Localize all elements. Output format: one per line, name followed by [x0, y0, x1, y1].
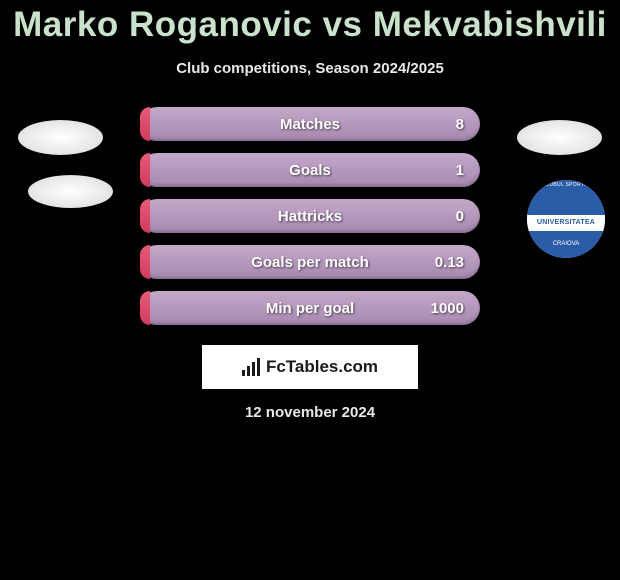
bar-track: Matches 8 — [140, 107, 480, 141]
stats-area: Matches 8 Goals 1 Hattricks 0 Goals per match 0… — [0, 107, 620, 325]
bar-fill — [140, 199, 150, 233]
stat-value-right: 1000 — [431, 300, 464, 317]
bar-fill — [140, 245, 150, 279]
stat-label: Hattricks — [278, 208, 342, 225]
page-title: Marko Roganovic vs Mekvabishvili — [0, 5, 620, 45]
stat-row: Goals 1 — [0, 153, 620, 187]
date-text: 12 november 2024 — [0, 404, 620, 421]
stat-row: Goals per match 0.13 — [0, 245, 620, 279]
stat-label: Min per goal — [266, 300, 354, 317]
infographic-container: Marko Roganovic vs Mekvabishvili Club co… — [0, 0, 620, 421]
stat-value-right: 0.13 — [435, 254, 464, 271]
bar-track: Goals 1 — [140, 153, 480, 187]
stat-value-right: 0 — [456, 208, 464, 225]
bar-track: Hattricks 0 — [140, 199, 480, 233]
stat-label: Goals — [289, 162, 331, 179]
subtitle: Club competitions, Season 2024/2025 — [0, 60, 620, 77]
brand-prefix: Fc — [266, 357, 286, 376]
stat-row: Hattricks 0 — [0, 199, 620, 233]
bar-fill — [140, 291, 150, 325]
stat-value-right: 8 — [456, 116, 464, 133]
bar-fill — [140, 153, 150, 187]
chart-icon — [242, 358, 260, 376]
brand-text: FcTables.com — [266, 357, 378, 377]
bar-track: Min per goal 1000 — [140, 291, 480, 325]
stat-row: Matches 8 — [0, 107, 620, 141]
brand-suffix: Tables.com — [286, 357, 378, 376]
stat-label: Goals per match — [251, 254, 369, 271]
bar-fill — [140, 107, 150, 141]
bar-track: Goals per match 0.13 — [140, 245, 480, 279]
stat-label: Matches — [280, 116, 340, 133]
brand-box: FcTables.com — [202, 345, 418, 389]
stat-row: Min per goal 1000 — [0, 291, 620, 325]
stat-value-right: 1 — [456, 162, 464, 179]
